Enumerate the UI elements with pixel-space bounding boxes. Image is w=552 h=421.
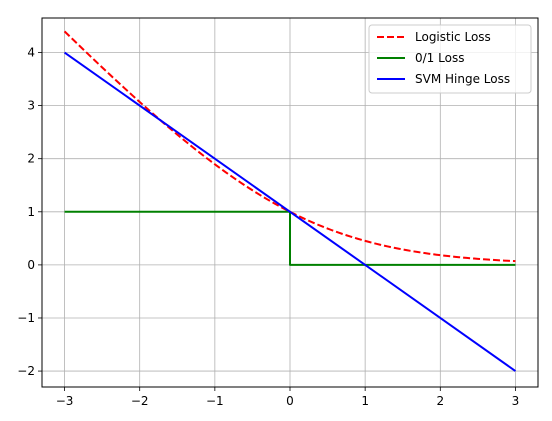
legend: Logistic Loss 0/1 Loss SVM Hinge Loss [368,24,532,94]
y-tick-label: 3 [27,99,35,113]
x-tick-label: −2 [131,394,149,408]
legend-label-svm-hinge-loss: SVM Hinge Loss [415,72,510,86]
x-tick-label: 3 [512,394,520,408]
series-line-0-1-loss [64,210,516,266]
x-tick-label: −1 [206,394,224,408]
y-tick-label: 4 [27,46,35,60]
series-lines [63,30,517,372]
x-tick-label: 2 [436,394,444,408]
x-axis-ticks: −3 −2 −1 0 1 2 3 [56,387,520,408]
y-tick-label: 0 [27,258,35,272]
legend-label-0-1-loss: 0/1 Loss [415,51,464,65]
y-tick-label: −1 [17,311,35,325]
series-line-svm-hinge-loss [63,51,517,372]
x-tick-label: 1 [361,394,369,408]
legend-box [368,24,532,94]
legend-label-logistic-loss: Logistic Loss [415,30,491,44]
y-tick-label: 1 [27,205,35,219]
x-tick-label: −3 [56,394,74,408]
x-tick-label: 0 [286,394,294,408]
y-tick-label: 2 [27,152,35,166]
series-line-logistic-loss [63,30,516,263]
y-tick-label: −2 [17,364,35,378]
y-axis-ticks: −2 −1 0 1 2 3 4 [17,46,42,378]
